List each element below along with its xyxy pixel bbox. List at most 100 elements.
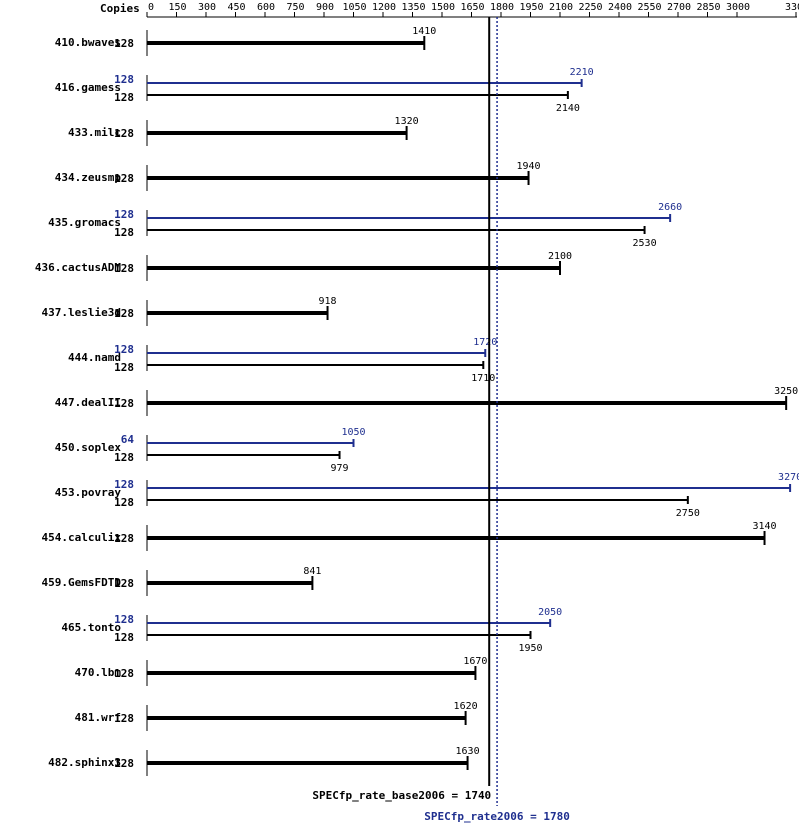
- reference-label: SPECfp_rate_base2006 = 1740: [312, 789, 491, 802]
- x-tick-label: 300: [198, 2, 216, 13]
- category-label: 447.dealII: [55, 396, 121, 409]
- peak-value-label: 2210: [570, 67, 594, 78]
- base-copies: 128: [114, 262, 134, 275]
- peak-bar: [147, 442, 354, 444]
- category-label: 434.zeusmp: [55, 171, 122, 184]
- base-bar: [147, 364, 484, 366]
- peak-copies: 128: [114, 73, 134, 86]
- base-value-label: 918: [319, 296, 337, 307]
- category-label: 436.cactusADM: [35, 261, 121, 274]
- x-tick-label: 1500: [431, 2, 455, 13]
- x-tick-label: 150: [168, 2, 186, 13]
- x-tick-label: 1050: [342, 2, 366, 13]
- base-copies: 128: [114, 451, 134, 464]
- category-label: 435.gromacs: [48, 216, 121, 229]
- peak-value-label: 1050: [341, 427, 365, 438]
- x-tick-label: 1200: [372, 2, 396, 13]
- category-label: 410.bwaves: [55, 36, 121, 49]
- base-bar: [147, 536, 765, 540]
- base-value-label: 1940: [516, 161, 540, 172]
- base-value-label: 1630: [456, 746, 480, 757]
- peak-bar: [147, 217, 671, 219]
- reference-label: SPECfp_rate2006 = 1780: [424, 810, 570, 823]
- x-tick-label: 2850: [696, 2, 720, 13]
- peak-bar: [147, 82, 582, 84]
- category-label: 444.namd: [68, 351, 121, 364]
- x-tick-label: 750: [286, 2, 304, 13]
- x-tick-label: 3000: [726, 2, 750, 13]
- base-value-label: 979: [331, 463, 349, 474]
- x-tick-label: 3300: [785, 2, 799, 13]
- x-tick-label: 1950: [519, 2, 543, 13]
- category-label: 482.sphinx3: [48, 756, 121, 769]
- category-label: 433.milc: [68, 126, 121, 139]
- base-bar: [147, 454, 340, 456]
- x-tick-label: 1800: [490, 2, 514, 13]
- x-tick-label: 900: [316, 2, 334, 13]
- base-copies: 128: [114, 667, 134, 680]
- base-copies: 128: [114, 127, 134, 140]
- base-bar: [147, 266, 560, 270]
- base-value-label: 2100: [548, 251, 572, 262]
- category-label: 465.tonto: [61, 621, 121, 634]
- peak-copies: 128: [114, 208, 134, 221]
- base-value-label: 2530: [633, 238, 657, 249]
- base-copies: 128: [114, 757, 134, 770]
- category-label: 470.lbm: [75, 666, 122, 679]
- base-copies: 128: [114, 397, 134, 410]
- base-copies: 128: [114, 532, 134, 545]
- base-bar: [147, 634, 531, 636]
- base-copies: 128: [114, 172, 134, 185]
- base-bar: [147, 499, 688, 501]
- category-label: 450.soplex: [55, 441, 122, 454]
- base-bar: [147, 131, 407, 135]
- base-copies: 128: [114, 226, 134, 239]
- peak-copies: 128: [114, 613, 134, 626]
- base-value-label: 841: [303, 566, 321, 577]
- peak-value-label: 1720: [473, 337, 497, 348]
- x-tick-label: 2400: [608, 2, 632, 13]
- base-value-label: 3250: [774, 386, 798, 397]
- peak-bar: [147, 352, 486, 354]
- x-tick-label: 0: [148, 2, 154, 13]
- base-copies: 128: [114, 577, 134, 590]
- base-value-label: 1410: [412, 26, 436, 37]
- base-copies: 128: [114, 712, 134, 725]
- base-bar: [147, 41, 425, 45]
- x-tick-label: 2100: [549, 2, 573, 13]
- base-bar: [147, 176, 529, 180]
- base-bar: [147, 581, 313, 585]
- base-value-label: 1710: [471, 373, 495, 384]
- base-copies: 128: [114, 91, 134, 104]
- base-bar: [147, 401, 787, 405]
- x-tick-label: 1650: [460, 2, 484, 13]
- base-bar: [147, 94, 568, 96]
- peak-value-label: 2660: [658, 202, 682, 213]
- peak-copies: 64: [121, 433, 135, 446]
- base-bar: [147, 671, 476, 675]
- base-value-label: 2750: [676, 508, 700, 519]
- base-value-label: 1320: [395, 116, 419, 127]
- base-value-label: 1950: [518, 643, 542, 654]
- x-tick-label: 2700: [667, 2, 691, 13]
- peak-copies: 128: [114, 478, 134, 491]
- category-label: 454.calculix: [42, 531, 122, 544]
- base-bar: [147, 311, 328, 315]
- x-tick-label: 2550: [637, 2, 661, 13]
- base-bar: [147, 229, 645, 231]
- category-label: 416.gamess: [55, 81, 121, 94]
- base-copies: 128: [114, 631, 134, 644]
- base-value-label: 2140: [556, 103, 580, 114]
- copies-header: Copies: [100, 2, 140, 15]
- base-bar: [147, 761, 468, 765]
- x-tick-label: 1350: [401, 2, 425, 13]
- base-copies: 128: [114, 496, 134, 509]
- peak-bar: [147, 487, 791, 489]
- peak-copies: 128: [114, 343, 134, 356]
- x-tick-label: 2250: [578, 2, 602, 13]
- category-label: 437.leslie3d: [42, 306, 121, 319]
- category-label: 453.povray: [55, 486, 122, 499]
- peak-bar: [147, 622, 551, 624]
- peak-value-label: 3270: [778, 472, 799, 483]
